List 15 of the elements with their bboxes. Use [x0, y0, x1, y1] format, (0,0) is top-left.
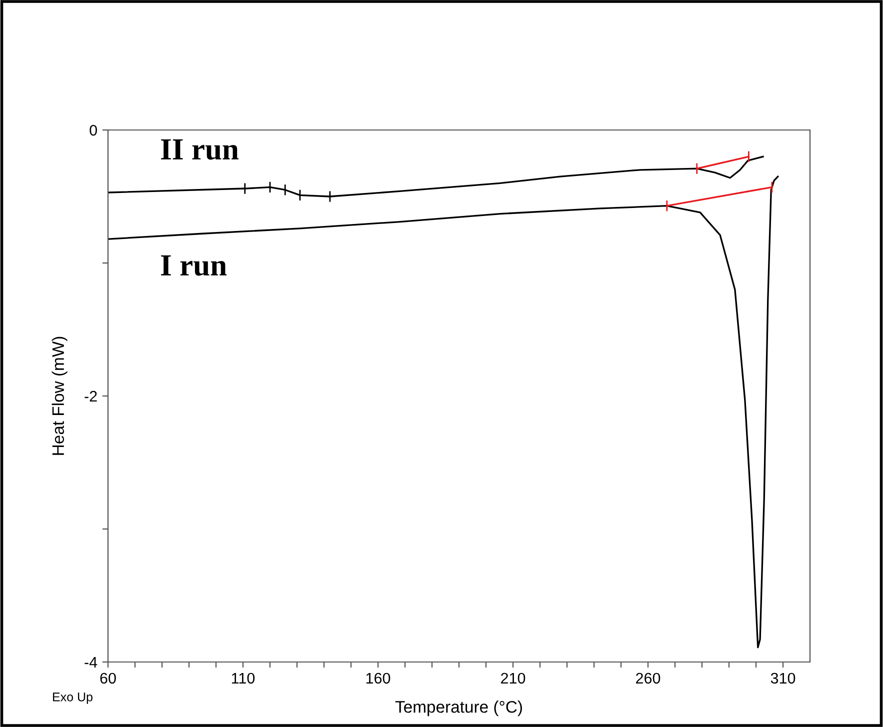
annotation: II run	[161, 139, 239, 160]
y-axis-title: Heat Flow (mW)	[52, 336, 68, 455]
y-tick-label: -2	[84, 390, 97, 402]
x-tick-label: 160	[366, 672, 390, 684]
x-tick-label: 210	[501, 672, 526, 684]
x-axis-title: Temperature (°C)	[395, 700, 522, 716]
x-tick-label: 310	[770, 672, 796, 684]
y-tick-label: 0	[90, 124, 97, 136]
x-tick-label: 110	[232, 672, 255, 684]
x-tick-label: 260	[636, 672, 660, 684]
annotation: I run	[161, 255, 227, 276]
line-series	[108, 176, 779, 648]
y-tick-label: -4	[84, 657, 98, 668]
x-tick-label: 60	[100, 672, 116, 684]
text: Exo Up	[53, 692, 92, 704]
